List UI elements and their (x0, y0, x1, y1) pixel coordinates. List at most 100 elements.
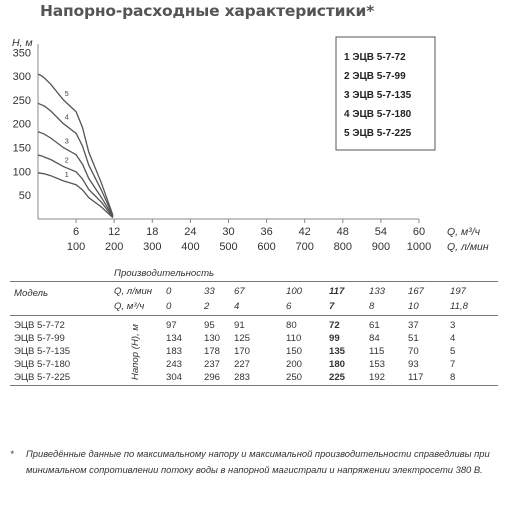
lmin-value: 197 (450, 286, 467, 297)
head-value: 227 (234, 359, 251, 370)
x-tick-label-m3h: 60 (413, 226, 425, 238)
lmin-value: 0 (166, 286, 172, 297)
lmin-value: 33 (204, 286, 215, 297)
footnote-star: * (10, 448, 14, 459)
y-tick-label: 300 (13, 71, 31, 83)
series-line-5 (37, 73, 114, 216)
head-value: 178 (204, 346, 221, 357)
x-tick-label-m3h: 54 (375, 226, 387, 238)
x-tick-label-m3h: 36 (260, 226, 272, 238)
series-label-4: 4 (65, 113, 69, 122)
head-value: 8 (450, 372, 456, 383)
footnote-text: Приведённые данные по максимальному напо… (26, 448, 490, 475)
legend-item-4: 4 ЭЦВ 5-7-180 (344, 109, 412, 120)
x-tick-label-lmin: 700 (296, 241, 314, 253)
head-value: 134 (166, 333, 183, 344)
y-tick-label: 50 (19, 190, 31, 202)
lmin-value: 167 (408, 286, 425, 297)
x-tick-label-lmin: 400 (181, 241, 199, 253)
series-label-5: 5 (65, 89, 69, 98)
m3h-value: 11,8 (450, 301, 468, 312)
model-name: ЭЦВ 5-7-72 (14, 320, 65, 331)
head-value: 115 (369, 346, 385, 357)
series-line-4 (37, 102, 114, 216)
head-value: 150 (286, 346, 303, 357)
x-tick-label-lmin: 800 (334, 241, 352, 253)
head-value: 61 (369, 320, 380, 331)
head-value: 243 (166, 359, 183, 370)
row-lmin-label: Q, л/мин (114, 286, 153, 297)
head-value: 170 (234, 346, 251, 357)
head-value: 3 (450, 320, 456, 331)
x-tick-label-lmin: 600 (257, 241, 275, 253)
head-value: 153 (369, 359, 386, 370)
x-tick-label-m3h: 42 (299, 226, 311, 238)
series-line-1 (37, 172, 114, 219)
head-value: 180 (329, 359, 346, 370)
pump-curve-chart: Н, м501001502002503003506100122001830024… (12, 36, 489, 253)
head-value: 200 (286, 359, 303, 370)
lmin-value: 100 (286, 286, 303, 297)
head-value: 99 (329, 333, 340, 344)
lmin-value: 133 (369, 286, 386, 297)
x-tick-label-lmin: 300 (143, 241, 161, 253)
y-tick-label: 200 (13, 119, 31, 131)
model-name: ЭЦВ 5-7-99 (14, 333, 65, 344)
legend-item-5: 5 ЭЦВ 5-7-225 (344, 128, 412, 139)
head-value: 296 (204, 372, 221, 383)
row-m3h-label: Q, м³/ч (114, 301, 145, 312)
x-tick-label-lmin: 900 (372, 241, 390, 253)
head-value: 237 (204, 359, 221, 370)
series-label-3: 3 (65, 137, 69, 146)
y-tick-label: 250 (13, 95, 31, 107)
head-value: 304 (166, 372, 183, 383)
x-tick-label-lmin: 100 (67, 241, 85, 253)
x-tick-label-m3h: 6 (73, 226, 79, 238)
x-tick-label-lmin: 1000 (407, 241, 431, 253)
head-side-label: Напор (Н), м (130, 324, 141, 380)
lmin-value: 117 (329, 286, 345, 297)
head-value: 95 (204, 320, 215, 331)
series-line-2 (37, 154, 114, 218)
head-value: 91 (234, 320, 245, 331)
head-value: 5 (450, 346, 456, 357)
head-value: 97 (166, 320, 177, 331)
head-value: 183 (166, 346, 183, 357)
x-tick-label-m3h: 18 (146, 226, 158, 238)
head-value: 225 (329, 372, 346, 383)
lmin-value: 67 (234, 286, 245, 297)
x-tick-label-m3h: 24 (184, 226, 196, 238)
y-tick-label: 350 (13, 47, 31, 59)
head-value: 250 (286, 372, 303, 383)
m3h-value: 8 (369, 301, 375, 312)
head-value: 110 (286, 333, 302, 344)
x-axis-label-lmin: Q, л/мин (447, 241, 489, 253)
model-name: ЭЦВ 5-7-180 (14, 359, 71, 370)
head-value: 130 (204, 333, 221, 344)
legend-item-1: 1 ЭЦВ 5-7-72 (344, 52, 406, 63)
legend-box (335, 36, 436, 151)
head-value: 51 (408, 333, 419, 344)
header-productivity: Производительность (114, 268, 215, 279)
y-tick-label: 150 (13, 143, 31, 155)
head-value: 283 (234, 372, 251, 383)
x-tick-label-lmin: 200 (105, 241, 123, 253)
series-label-2: 2 (65, 156, 69, 165)
model-name: ЭЦВ 5-7-225 (14, 372, 71, 383)
x-tick-label-lmin: 500 (219, 241, 237, 253)
x-tick-label-m3h: 30 (222, 226, 234, 238)
head-value: 72 (329, 320, 340, 331)
m3h-value: 10 (408, 301, 419, 312)
head-value: 135 (329, 346, 346, 357)
head-value: 80 (286, 320, 297, 331)
x-axis-label-m3h: Q, м³/ч (447, 226, 481, 238)
legend-item-3: 3 ЭЦВ 5-7-135 (344, 90, 412, 101)
series-line-3 (37, 131, 114, 217)
footnote: * Приведённые данные по максимальному на… (10, 446, 498, 477)
x-tick-label-m3h: 12 (108, 226, 120, 238)
header-model: Модель (14, 288, 49, 299)
head-value: 117 (408, 372, 424, 383)
legend-item-2: 2 ЭЦВ 5-7-99 (344, 71, 406, 82)
m3h-value: 2 (204, 301, 210, 312)
m3h-value: 4 (234, 301, 240, 312)
